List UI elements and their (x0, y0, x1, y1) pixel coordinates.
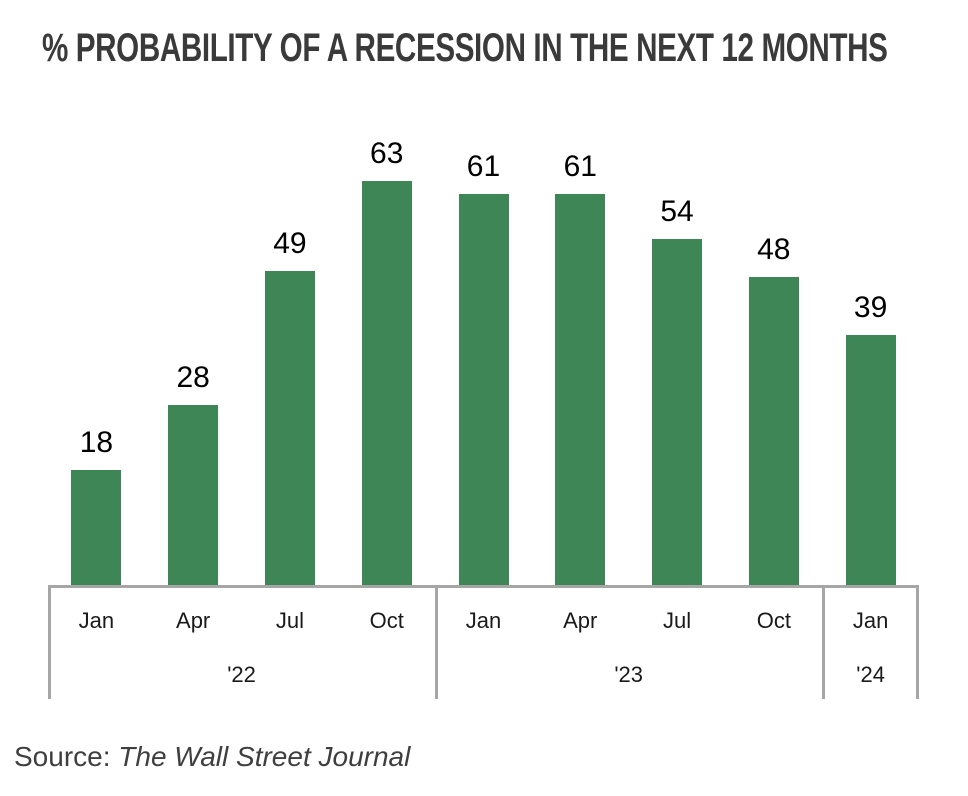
bar-jan-8 (845, 335, 896, 585)
bar-jul-2 (264, 271, 315, 585)
bar-value-label: 63 (370, 137, 404, 170)
month-tick-label: Jan (465, 608, 502, 633)
bar-value-label: 28 (176, 361, 210, 394)
source-label: Source: (14, 741, 119, 772)
chart-title: % PROBABILITY OF A RECESSION IN THE NEXT… (42, 26, 888, 70)
year-group-label: '24 (856, 662, 885, 687)
month-tick-label: Jul (662, 608, 692, 633)
bar-apr-1 (168, 405, 219, 585)
bar-oct-7 (748, 277, 799, 585)
month-tick-label: Jul (275, 608, 304, 633)
source-credit: Source: The Wall Street Journal (14, 741, 410, 773)
month-tick-label: Apr (176, 608, 211, 633)
year-group-divider (435, 588, 438, 699)
month-tick-label: Jan (852, 608, 889, 633)
axis-edge-left (48, 588, 51, 699)
month-tick-label: Jan (78, 608, 115, 633)
bar-jan-0 (71, 470, 122, 585)
month-tick-label: Oct (756, 608, 791, 633)
bar-value-label: 49 (273, 227, 307, 260)
bar-oct-3 (361, 181, 412, 585)
bar-value-label: 48 (757, 233, 791, 266)
bar-jul-6 (652, 239, 703, 585)
month-tick-label: Apr (563, 608, 598, 633)
year-group-label: '22 (227, 662, 256, 687)
year-group-divider (822, 588, 825, 699)
source-publication: The Wall Street Journal (118, 741, 411, 772)
bar-value-label: 61 (563, 150, 597, 183)
bar-value-label: 54 (660, 195, 694, 228)
bar-jan-4 (458, 194, 509, 585)
bar-value-label: 39 (853, 291, 888, 324)
plot-area: 18 28 49 63 61 61 54 48 39 (48, 100, 919, 585)
bar-value-label: 18 (79, 426, 114, 459)
month-tick-label: Oct (369, 608, 404, 633)
bar-apr-5 (555, 194, 606, 585)
x-axis: Jan Apr Jul Oct Jan Apr Jul Oct Jan '22 '23 '24 (48, 585, 919, 699)
bar-value-label: 61 (466, 150, 501, 183)
axis-edge-right (916, 588, 919, 699)
year-group-label: '23 (614, 662, 643, 687)
